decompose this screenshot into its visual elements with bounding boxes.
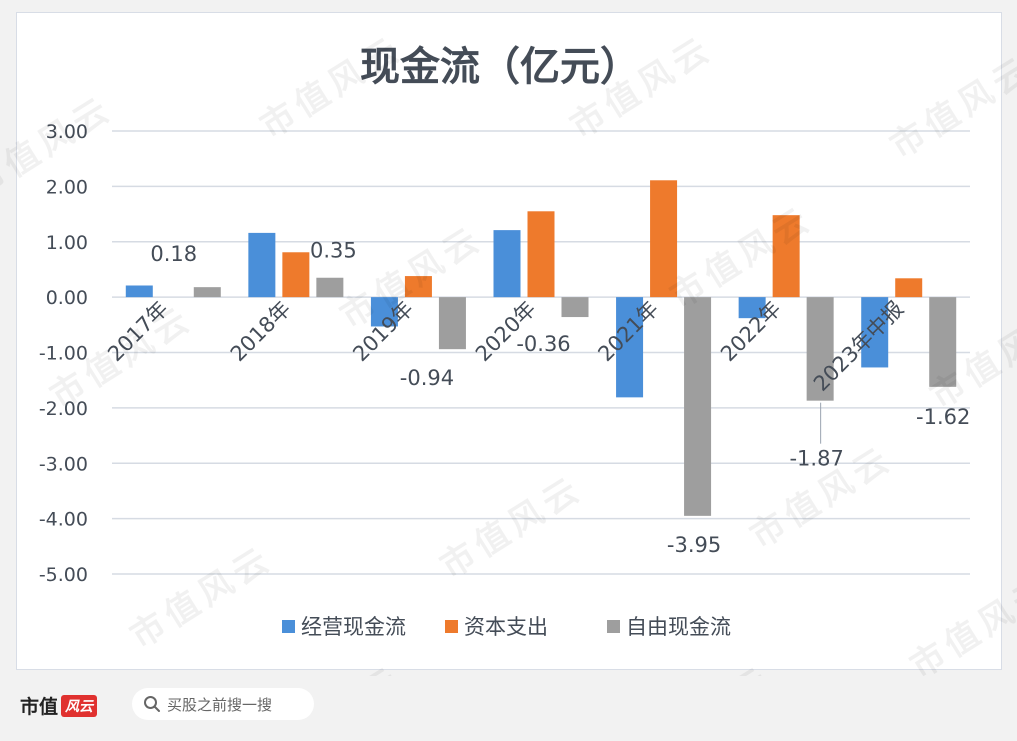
data-label: 0.35 (310, 239, 357, 263)
y-tick-label: -1.00 (39, 343, 88, 365)
bar-1-5 (616, 297, 644, 398)
y-tick-label: 1.00 (46, 232, 88, 254)
legend-swatch (607, 620, 620, 633)
data-label: -1.87 (789, 447, 843, 471)
chart: 现金流（亿元） 3.00 2.00 1.00 0.00 -1.00 -2.00 -3.00 -… (39, 44, 971, 639)
search-icon (144, 696, 160, 712)
x-axis: 2017年 2018年 2019年 2020年 2021年 2022年 2023年中报 (103, 297, 908, 396)
bar-3-7 (929, 297, 957, 387)
bar-1-2 (248, 232, 276, 298)
bar-2-3 (404, 276, 432, 298)
bar-1-6 (738, 297, 766, 319)
legend-label: 自由现金流 (626, 615, 731, 639)
data-labels: 0.18 0.35 -0.94 -0.36 -3.95 -1.87 -1.62 (150, 239, 970, 557)
legend-label: 资本支出 (464, 615, 548, 639)
bar-1-7 (861, 297, 889, 368)
bar-3-3 (438, 297, 466, 350)
bar-2-4 (527, 211, 555, 298)
bar-3-6 (806, 297, 834, 401)
search-placeholder: 买股之前搜一搜 (167, 695, 273, 714)
gridlines (112, 130, 970, 575)
brand-name: 市值 (20, 696, 59, 718)
bar-3-4 (561, 297, 589, 318)
y-tick-label: -2.00 (39, 398, 88, 420)
legend-swatch (445, 620, 458, 633)
footer: 市值 风云 买股之前搜一搜 (0, 676, 1017, 741)
search-box[interactable]: 买股之前搜一搜 (132, 688, 314, 720)
y-tick-label: 0.00 (46, 287, 88, 309)
x-tick-label: 2017年 (103, 297, 173, 367)
y-tick-label: 3.00 (46, 121, 88, 143)
legend-swatch (282, 620, 295, 633)
brand-logo-mark: 风云 (61, 694, 98, 717)
bar-2-5 (650, 180, 678, 298)
bar-3-2 (316, 277, 344, 298)
data-label: -3.95 (667, 533, 721, 557)
chart-frame (16, 12, 1002, 670)
y-tick-label: -5.00 (39, 564, 88, 586)
bar-1-1 (125, 285, 153, 298)
y-tick-label: 2.00 (46, 176, 88, 198)
data-label: -1.62 (916, 405, 970, 429)
bar-3-5 (684, 297, 712, 516)
brand-logo: 市值 风云 (20, 692, 98, 719)
bar-3-1 (193, 287, 221, 298)
bar-2-2 (282, 252, 310, 298)
x-tick-label: 2018年 (226, 297, 296, 367)
legend-label: 经营现金流 (301, 615, 406, 639)
bar-2-7 (895, 278, 923, 298)
legend: 经营现金流 资本支出 自由现金流 (282, 615, 731, 639)
bar-1-4 (493, 230, 521, 298)
data-label: 0.18 (150, 242, 197, 266)
bar-1-3 (370, 297, 398, 327)
bars (125, 180, 957, 516)
y-tick-label: -3.00 (39, 453, 88, 475)
y-axis: 3.00 2.00 1.00 0.00 -1.00 -2.00 -3.00 -4.00 -5.0… (39, 121, 88, 586)
chart-title: 现金流（亿元） (360, 44, 640, 90)
data-label: -0.94 (400, 366, 454, 390)
bar-2-6 (772, 215, 800, 298)
y-tick-label: -4.00 (39, 509, 88, 531)
data-label: -0.36 (516, 332, 570, 356)
